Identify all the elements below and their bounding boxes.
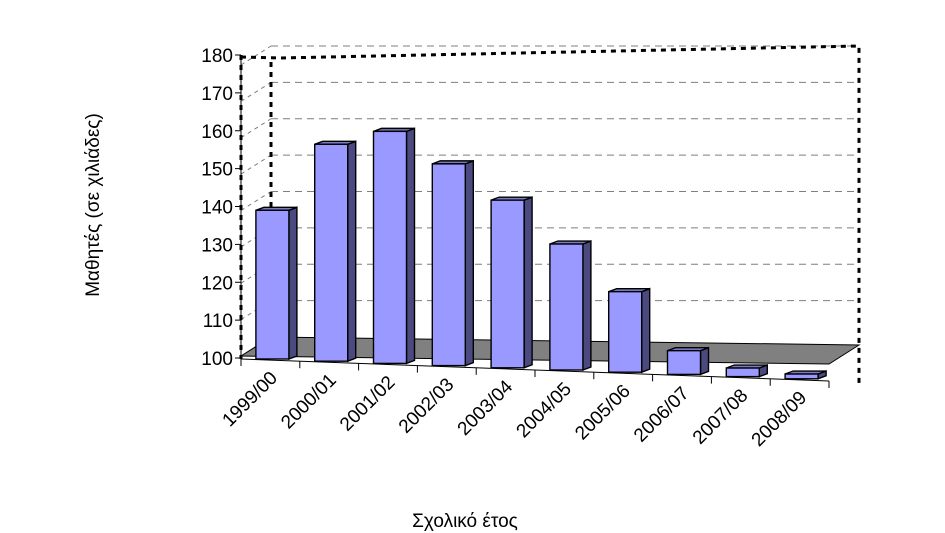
bar	[431, 159, 474, 367]
bar-front	[255, 209, 290, 360]
gridline-side	[240, 154, 272, 175]
y-tick-label: 130	[201, 235, 233, 256]
bar-front	[490, 199, 525, 369]
bar-side	[523, 196, 533, 369]
x-tick-label: 2003/04	[454, 376, 518, 440]
bar	[549, 240, 592, 372]
bar	[608, 287, 651, 374]
x-tick-label: 2001/02	[336, 372, 399, 435]
bar-side	[641, 287, 651, 374]
bar	[725, 364, 768, 378]
x-tick-label: 2004/05	[513, 379, 576, 442]
bar-front	[431, 163, 466, 367]
bars-layer	[255, 127, 827, 380]
bar	[314, 140, 357, 363]
x-tick-label: 2002/03	[395, 374, 458, 437]
bar-side	[347, 140, 357, 363]
bar	[666, 346, 710, 376]
y-axis-title: Μαθητές (σε χιλιάδες)	[83, 113, 104, 297]
bar	[784, 370, 827, 380]
y-tick-label: 120	[201, 273, 233, 294]
x-tick-label: 1999/00	[219, 368, 282, 431]
bar-side	[405, 127, 416, 365]
bar-side	[582, 240, 592, 372]
bar-side	[288, 206, 298, 361]
bar-front	[666, 349, 702, 376]
bar	[255, 206, 298, 361]
x-tick-label: 2005/06	[571, 381, 634, 444]
gridline-side	[240, 118, 272, 139]
gridline-side	[240, 191, 272, 211]
bar	[490, 196, 533, 369]
y-tick-label: 160	[201, 122, 233, 143]
x-tick-label: 2007/08	[689, 385, 752, 448]
bar-side	[699, 346, 710, 376]
gridline-side	[240, 81, 272, 102]
bar-front	[314, 143, 349, 362]
x-axis-title: Σχολικό έτος	[412, 511, 518, 532]
x-tick-label: 2000/01	[277, 370, 340, 433]
gridline-side	[240, 45, 272, 66]
y-tick-label: 170	[201, 84, 233, 105]
y-tick-label: 140	[201, 198, 233, 219]
grid-layer	[240, 45, 859, 321]
y-tick-label: 110	[203, 311, 233, 332]
bar-front	[725, 367, 760, 378]
y-tick-label: 180	[201, 46, 233, 67]
bar-front	[784, 373, 819, 380]
x-tick-label: 2008/09	[748, 387, 811, 450]
x-tick-label: 2006/07	[630, 383, 693, 446]
bar-side	[464, 159, 474, 367]
y-tick-label: 100	[201, 349, 233, 370]
bar-front	[549, 243, 584, 371]
y-axis-ticks: 100 110 120 130 140 150 160 170 180	[201, 46, 242, 370]
bar-front	[372, 130, 408, 365]
bar-front	[608, 290, 643, 373]
bar	[372, 127, 416, 365]
y-tick-label: 150	[201, 160, 233, 181]
